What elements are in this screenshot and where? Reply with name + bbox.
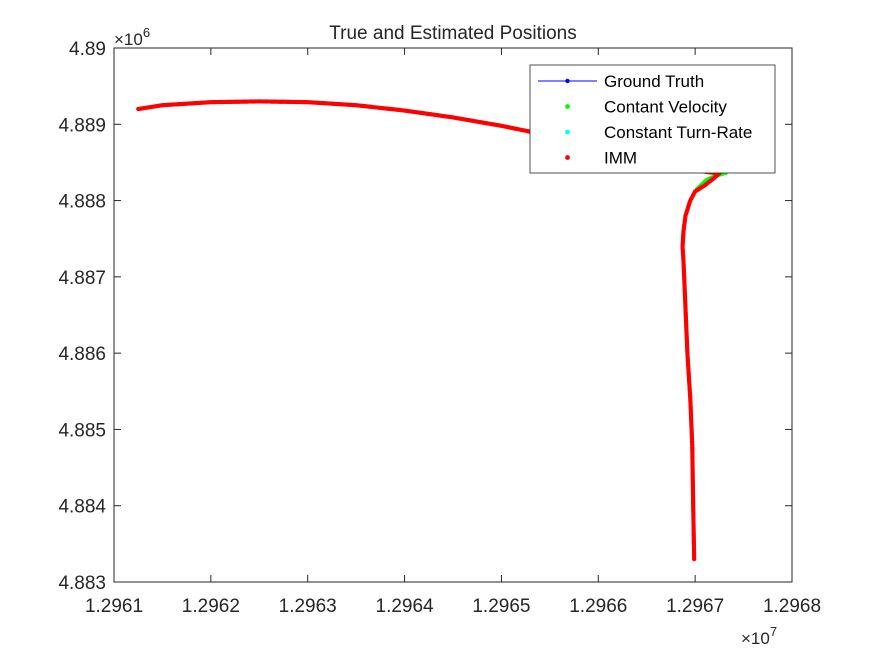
y-axis-ticks: 4.883 4.884 4.885 4.886 4.887 4.888 4.889 4.89 xyxy=(58,39,792,594)
legend-marker-ground-truth xyxy=(565,78,570,84)
axes-box xyxy=(113,47,793,583)
y-tick-label: 4.884 xyxy=(58,497,106,518)
imm-point xyxy=(692,557,697,562)
x-multiplier-exponent: 7 xyxy=(770,624,777,639)
y-multiplier-exponent: 6 xyxy=(143,25,150,40)
legend-label: Contant Velocity xyxy=(604,98,727,117)
x-multiplier-base: ×10 xyxy=(741,629,770,648)
x-axis-multiplier: ×107 xyxy=(741,624,777,648)
y-tick-label: 4.883 xyxy=(58,573,106,594)
y-tick-label: 4.888 xyxy=(58,192,106,213)
legend-label: IMM xyxy=(604,149,637,168)
x-tick-label: 1.2964 xyxy=(376,596,435,617)
legend-label: Constant Turn-Rate xyxy=(604,123,752,142)
x-tick-label: 1.2966 xyxy=(569,596,627,617)
y-tick-label: 4.885 xyxy=(58,420,106,441)
legend-marker-1 xyxy=(565,104,570,109)
x-tick-label: 1.2968 xyxy=(763,596,821,617)
chart-title: True and Estimated Positions xyxy=(329,23,576,44)
legend: Ground Truth Contant Velocity Constant Tur… xyxy=(529,64,776,174)
x-axis-ticks: 1.2961 1.2962 1.2963 1.2964 1.2965 1.2966 1.29… xyxy=(85,48,821,617)
svg-text:×106: ×106 xyxy=(114,25,150,49)
legend-marker-2 xyxy=(565,129,570,135)
x-tick-label: 1.2965 xyxy=(472,596,530,617)
y-axis-multiplier: ×106 xyxy=(114,25,150,49)
y-multiplier-base: ×10 xyxy=(114,30,143,49)
x-tick-label: 1.2961 xyxy=(85,596,143,617)
legend-entries: Ground Truth Contant Velocity Constant Tur… xyxy=(538,72,752,168)
legend-marker-3 xyxy=(565,155,570,160)
y-tick-label: 4.89 xyxy=(69,39,106,60)
legend-label: Ground Truth xyxy=(604,72,704,91)
y-tick-label: 4.886 xyxy=(58,344,106,365)
y-tick-label: 4.887 xyxy=(58,268,106,289)
x-tick-label: 1.2963 xyxy=(279,596,337,617)
x-tick-label: 1.2967 xyxy=(666,596,724,617)
svg-text:×107: ×107 xyxy=(741,624,777,648)
series-layer xyxy=(136,99,729,562)
legend-box xyxy=(529,64,776,174)
x-tick-label: 1.2962 xyxy=(182,596,240,617)
y-tick-label: 4.889 xyxy=(58,115,106,136)
